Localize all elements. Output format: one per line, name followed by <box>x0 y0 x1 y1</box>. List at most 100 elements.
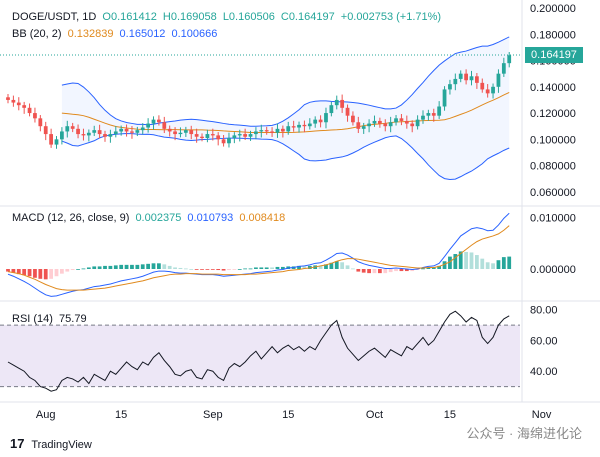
candle <box>259 124 264 138</box>
macd-line-value: 0.010793 <box>187 212 234 224</box>
candle <box>458 70 463 83</box>
macd-histogram-bar <box>243 268 248 270</box>
candle <box>124 124 129 137</box>
candle-body <box>464 73 468 81</box>
macd-legend: MACD (12, 26, close, 9) 0.002375 0.01079… <box>12 212 288 224</box>
low-value: L0.160506 <box>222 11 275 23</box>
macd-histogram-bar <box>496 260 501 269</box>
candle <box>11 95 16 107</box>
macd-histogram-bar <box>119 264 124 269</box>
bb-basis-value: 0.132839 <box>67 28 114 40</box>
macd-histogram-bar <box>183 268 188 270</box>
candle-body <box>210 134 215 136</box>
macd-histogram-bar <box>480 258 485 269</box>
time-axis-tick: 15 <box>282 409 294 421</box>
macd-histogram-bar <box>270 267 274 269</box>
candle-body <box>421 115 425 120</box>
macd-histogram-bar <box>173 267 177 269</box>
macd-histogram-bar <box>351 268 355 270</box>
tradingview-footer[interactable]: 17 TradingView <box>10 436 92 451</box>
candle <box>307 118 312 130</box>
macd-histogram-bar <box>146 263 151 269</box>
candle <box>248 130 253 141</box>
candle-body <box>318 119 323 123</box>
rsi-legend: RSI (14) 75.79 <box>12 313 90 325</box>
rsi-label[interactable]: RSI (14) <box>12 313 53 325</box>
candle-body <box>334 99 339 106</box>
candle <box>318 115 323 128</box>
candle-body <box>146 123 151 128</box>
candle-body <box>194 134 199 137</box>
candle <box>297 121 301 133</box>
candle-body <box>113 131 118 135</box>
candle <box>6 94 10 104</box>
price-axis-tick: 0.200000 <box>530 3 576 15</box>
rsi-value: 75.79 <box>59 313 87 325</box>
bb-label[interactable]: BB (20, 2) <box>12 28 62 40</box>
candle-body <box>76 128 80 135</box>
candle <box>130 126 134 139</box>
candle-body <box>135 130 140 133</box>
macd-histogram-bar <box>280 266 285 269</box>
candle <box>97 124 102 139</box>
candle-body <box>189 130 194 135</box>
macd-histogram-bar <box>113 265 118 269</box>
candle <box>329 101 334 117</box>
candle-body <box>86 132 91 136</box>
macd-label[interactable]: MACD (12, 26, close, 9) <box>12 212 130 224</box>
candle <box>167 125 172 137</box>
candle <box>426 109 431 121</box>
candle-body <box>232 135 237 139</box>
candle <box>146 118 151 133</box>
rsi-band-fill <box>0 325 520 387</box>
macd-histogram-bar <box>464 251 468 269</box>
candle-body <box>60 131 64 140</box>
candle <box>421 110 425 124</box>
macd-histogram-bar <box>394 269 398 272</box>
candle-body <box>178 132 183 135</box>
candle <box>70 122 75 133</box>
candle <box>54 136 59 149</box>
bb-lower-line <box>61 133 510 181</box>
candle <box>151 116 156 130</box>
change-value: +0.002753 (+1.71%) <box>340 11 442 23</box>
candle <box>162 116 167 134</box>
macd-histogram-bar <box>49 269 54 279</box>
candle <box>410 120 415 133</box>
macd-histogram-bar <box>248 268 253 270</box>
candle-body <box>485 89 490 94</box>
macd-histogram-bar <box>54 269 59 277</box>
candle <box>394 115 398 126</box>
candle <box>372 115 377 127</box>
macd-histogram-bar <box>469 252 474 269</box>
candle <box>313 116 318 128</box>
candle-body <box>33 113 37 119</box>
time-axis-tick: 15 <box>444 409 456 421</box>
close-value: C0.164197 <box>280 11 335 23</box>
macd-histogram-bar <box>474 255 479 269</box>
candle <box>474 73 479 89</box>
symbol-label[interactable]: DOGE/USDT, 1D <box>12 11 97 23</box>
macd-histogram-bar <box>307 265 312 269</box>
macd-line <box>7 212 510 297</box>
candle-body <box>130 131 134 133</box>
candle <box>135 126 140 137</box>
candle-body <box>302 124 307 127</box>
candle-body <box>448 84 452 90</box>
candle <box>216 132 221 146</box>
candle <box>464 69 468 85</box>
candle-body <box>237 134 242 136</box>
candle-body <box>11 99 16 103</box>
candle-body <box>264 130 269 132</box>
candle-body <box>307 123 312 127</box>
candle <box>76 124 80 139</box>
candle-body <box>205 134 210 139</box>
macd-histogram-bar <box>205 269 210 270</box>
candle <box>232 132 237 144</box>
candle <box>367 119 371 133</box>
macd-histogram-bar <box>334 261 339 269</box>
candle <box>200 133 204 142</box>
price-axis-tick: 0.180000 <box>530 29 576 41</box>
macd-histogram-bar <box>92 266 97 269</box>
